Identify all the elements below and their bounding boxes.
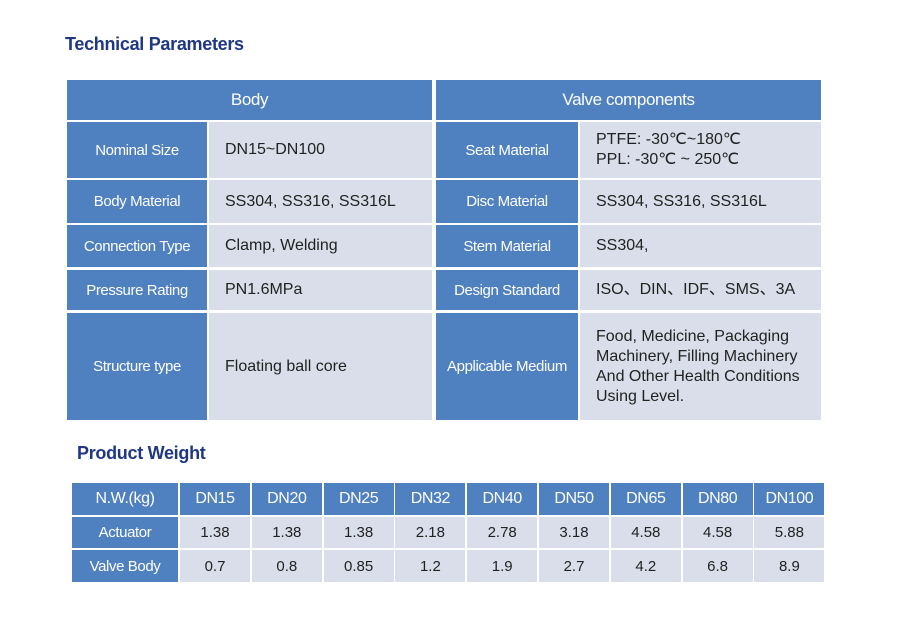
value-cell: 0.7	[180, 550, 250, 582]
section-title: Product Weight	[77, 443, 206, 463]
value-cell: ISO、DIN、IDF、SMS、3A	[580, 270, 821, 310]
label-cell: Actuator	[72, 517, 178, 548]
section-title: Technical Parameters	[65, 34, 244, 54]
value-cell: 0.85	[323, 550, 394, 582]
value-cell: SS304, SS316, SS316L	[209, 180, 432, 223]
table-header: DN100	[754, 483, 825, 515]
label-cell: Design Standard	[436, 270, 578, 310]
value-cell: SS304, SS316, SS316L	[580, 180, 821, 223]
value-cell: 2.18	[395, 517, 466, 548]
value-cell: DN15~DN100	[209, 122, 432, 178]
table-header: DN40	[467, 483, 538, 515]
table-header: Valve components	[436, 80, 821, 120]
value-cell: 4.58	[610, 517, 681, 548]
value-cell: 1.38	[180, 517, 250, 548]
label-cell: Nominal Size	[67, 122, 207, 178]
table-header: DN15	[180, 483, 250, 515]
value-cell: 1.2	[395, 550, 466, 582]
value-cell: 2.78	[467, 517, 538, 548]
table-header: DN80	[682, 483, 753, 515]
table-header: N.W.(kg)	[72, 483, 178, 515]
value-cell: Floating ball core	[209, 313, 432, 420]
table-header: Body	[67, 80, 432, 120]
value-cell: Clamp, Welding	[209, 225, 432, 267]
value-cell: 5.88	[754, 517, 825, 548]
value-cell: 0.8	[251, 550, 322, 582]
value-cell: PN1.6MPa	[209, 270, 432, 310]
value-line: PTFE: -30℃~180℃	[596, 131, 741, 148]
table-header: DN32	[395, 483, 466, 515]
value-cell: PTFE: -30℃~180℃ PPL: -30℃ ~ 250℃	[580, 122, 821, 178]
value-cell: 4.2	[610, 550, 681, 582]
value-cell: 2.7	[539, 550, 609, 582]
value-line: PPL: -30℃ ~ 250℃	[596, 151, 740, 168]
label-cell: Body Material	[67, 180, 207, 223]
value-cell: 1.38	[323, 517, 394, 548]
value-cell: 3.18	[539, 517, 609, 548]
label-cell: Applicable Medium	[436, 313, 578, 420]
label-cell: Disc Material	[436, 180, 578, 223]
label-cell: Valve Body	[72, 550, 178, 582]
value-cell: 6.8	[682, 550, 753, 582]
table-header: DN65	[610, 483, 681, 515]
value-cell: 1.9	[467, 550, 538, 582]
value-cell: 1.38	[251, 517, 322, 548]
value-cell: Food, Medicine, Packaging Machinery, Fil…	[580, 313, 821, 420]
label-cell: Structure type	[67, 313, 207, 420]
value-cell: 8.9	[754, 550, 825, 582]
table-header: DN20	[251, 483, 322, 515]
label-cell: Pressure Rating	[67, 270, 207, 310]
label-cell: Seat Material	[436, 122, 578, 178]
value-cell: 4.58	[682, 517, 753, 548]
table-header: DN25	[323, 483, 394, 515]
label-cell: Connection Type	[67, 225, 207, 267]
table-header: DN50	[539, 483, 609, 515]
label-cell: Stem Material	[436, 225, 578, 267]
value-cell: SS304,	[580, 225, 821, 267]
